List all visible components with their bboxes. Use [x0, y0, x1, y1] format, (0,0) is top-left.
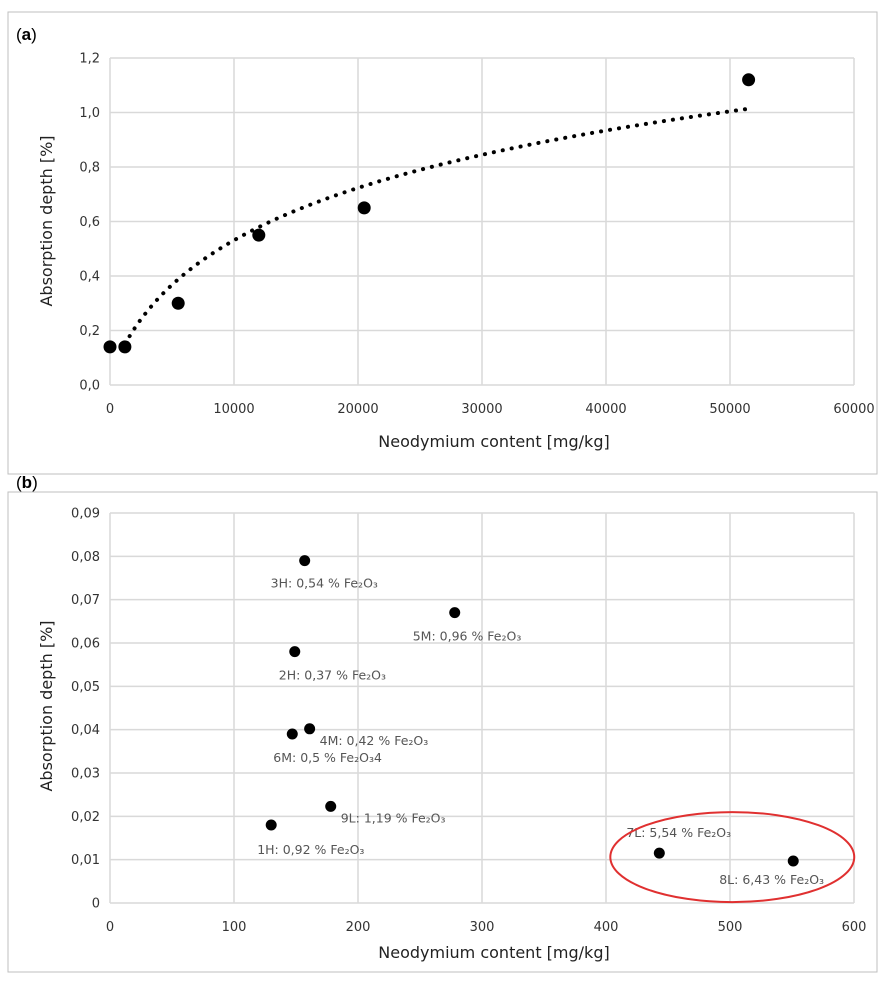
data-point: [325, 800, 337, 812]
x-tick-label: 0: [106, 402, 114, 417]
y-tick-label: 1,2: [79, 52, 100, 67]
panel-b-chart: (b) 0 0,01 0,02 0,03 0,04 0,05 0,06 0,07 0,08 0,0…: [7, 473, 878, 973]
x-tick-label: 50000: [709, 402, 750, 417]
data-point: [286, 728, 298, 740]
x-tick-label: 500: [718, 920, 743, 935]
data-point: [265, 819, 277, 831]
y-tick-label: 0,08: [71, 550, 100, 565]
panel-a-y-axis-title: Absorption depth [%]: [37, 135, 56, 306]
data-point: [252, 228, 266, 242]
x-tick-label: 0: [106, 920, 114, 935]
x-tick-label: 400: [594, 920, 619, 935]
y-tick-label: 0,8: [79, 161, 100, 176]
panel-a-trendline: [122, 106, 751, 346]
point-label: 4M: 0,42 % Fe₂O₃: [320, 733, 429, 748]
data-point: [118, 340, 132, 354]
y-tick-label: 0,02: [71, 810, 100, 825]
y-tick-label: 0,06: [71, 637, 100, 652]
point-label: 9L: 1,19 % Fe₂O₃: [341, 810, 446, 825]
x-tick-label: 200: [346, 920, 371, 935]
data-point: [103, 340, 117, 354]
x-tick-label: 100: [222, 920, 247, 935]
y-tick-label: 0,2: [79, 324, 100, 339]
panel-b-x-ticks: 0 100 200 300 400 500 600: [106, 920, 867, 935]
y-tick-label: 1,0: [79, 106, 100, 121]
data-point: [653, 847, 665, 859]
panel-b-frame: [7, 491, 878, 973]
trendline: [122, 106, 751, 346]
y-tick-label: 0,03: [71, 767, 100, 782]
panel-b-label: (b): [16, 473, 38, 492]
panel-b-x-axis-title: Neodymium content [mg/kg]: [378, 943, 609, 962]
point-label: 6M: 0,5 % Fe₂O₃4: [273, 750, 382, 765]
data-point: [742, 73, 756, 87]
panel-b-y-axis-title: Absorption depth [%]: [37, 620, 56, 791]
panel-b-points: [265, 555, 799, 867]
panel-a-label: (a): [16, 25, 37, 44]
panel-b-point-labels: 3H: 0,54 % Fe₂O₃ 5M: 0,96 % Fe₂O₃ 2H: 0,37…: [257, 576, 824, 887]
y-tick-label: 0,04: [71, 723, 100, 738]
data-point: [304, 723, 316, 735]
x-tick-label: 10000: [213, 402, 254, 417]
x-tick-label: 40000: [585, 402, 626, 417]
y-tick-label: 0,01: [71, 853, 100, 868]
panel-a-x-axis-title: Neodymium content [mg/kg]: [378, 432, 609, 451]
data-point: [299, 555, 311, 567]
highlight-ellipse: [609, 811, 856, 904]
data-point: [171, 296, 185, 310]
panel-a-frame: [7, 11, 878, 475]
panel-a-points: [103, 73, 756, 354]
x-tick-label: 300: [470, 920, 495, 935]
y-tick-label: 0,05: [71, 680, 100, 695]
panel-a-x-ticks: 0 10000 20000 30000 40000 50000 60000: [106, 402, 875, 417]
point-label: 2H: 0,37 % Fe₂O₃: [279, 668, 386, 683]
y-tick-label: 0: [92, 897, 100, 912]
point-label: 1H: 0,92 % Fe₂O₃: [257, 842, 364, 857]
panel-b-y-ticks: 0 0,01 0,02 0,03 0,04 0,05 0,06 0,07 0,08 0,09: [71, 507, 100, 912]
x-tick-label: 20000: [337, 402, 378, 417]
data-point: [357, 201, 371, 215]
x-tick-label: 60000: [833, 402, 874, 417]
x-tick-label: 30000: [461, 402, 502, 417]
data-point: [787, 855, 799, 867]
panel-a-grid: [109, 57, 855, 386]
x-tick-label: 600: [842, 920, 867, 935]
panel-b-grid: [109, 512, 855, 904]
panel-b-highlight: [609, 811, 856, 904]
point-label: 3H: 0,54 % Fe₂O₃: [271, 576, 378, 591]
y-tick-label: 0,0: [79, 379, 100, 394]
data-point: [449, 607, 461, 619]
data-point: [289, 646, 301, 658]
point-label: 5M: 0,96 % Fe₂O₃: [413, 629, 522, 644]
y-tick-label: 0,09: [71, 507, 100, 522]
y-tick-label: 0,4: [79, 270, 100, 285]
y-tick-label: 0,6: [79, 215, 100, 230]
point-label: 8L: 6,43 % Fe₂O₃: [719, 872, 824, 887]
point-label: 7L: 5,54 % Fe₂O₃: [626, 825, 731, 840]
y-tick-label: 0,07: [71, 593, 100, 608]
panel-a-y-ticks: 0,0 0,2 0,4 0,6 0,8 1,0 1,2: [79, 52, 100, 394]
panel-a-chart: (a) 0,0 0,2 0,4 0,6 0,8 1,0 1,2 0 10000 20000 300…: [7, 11, 878, 475]
